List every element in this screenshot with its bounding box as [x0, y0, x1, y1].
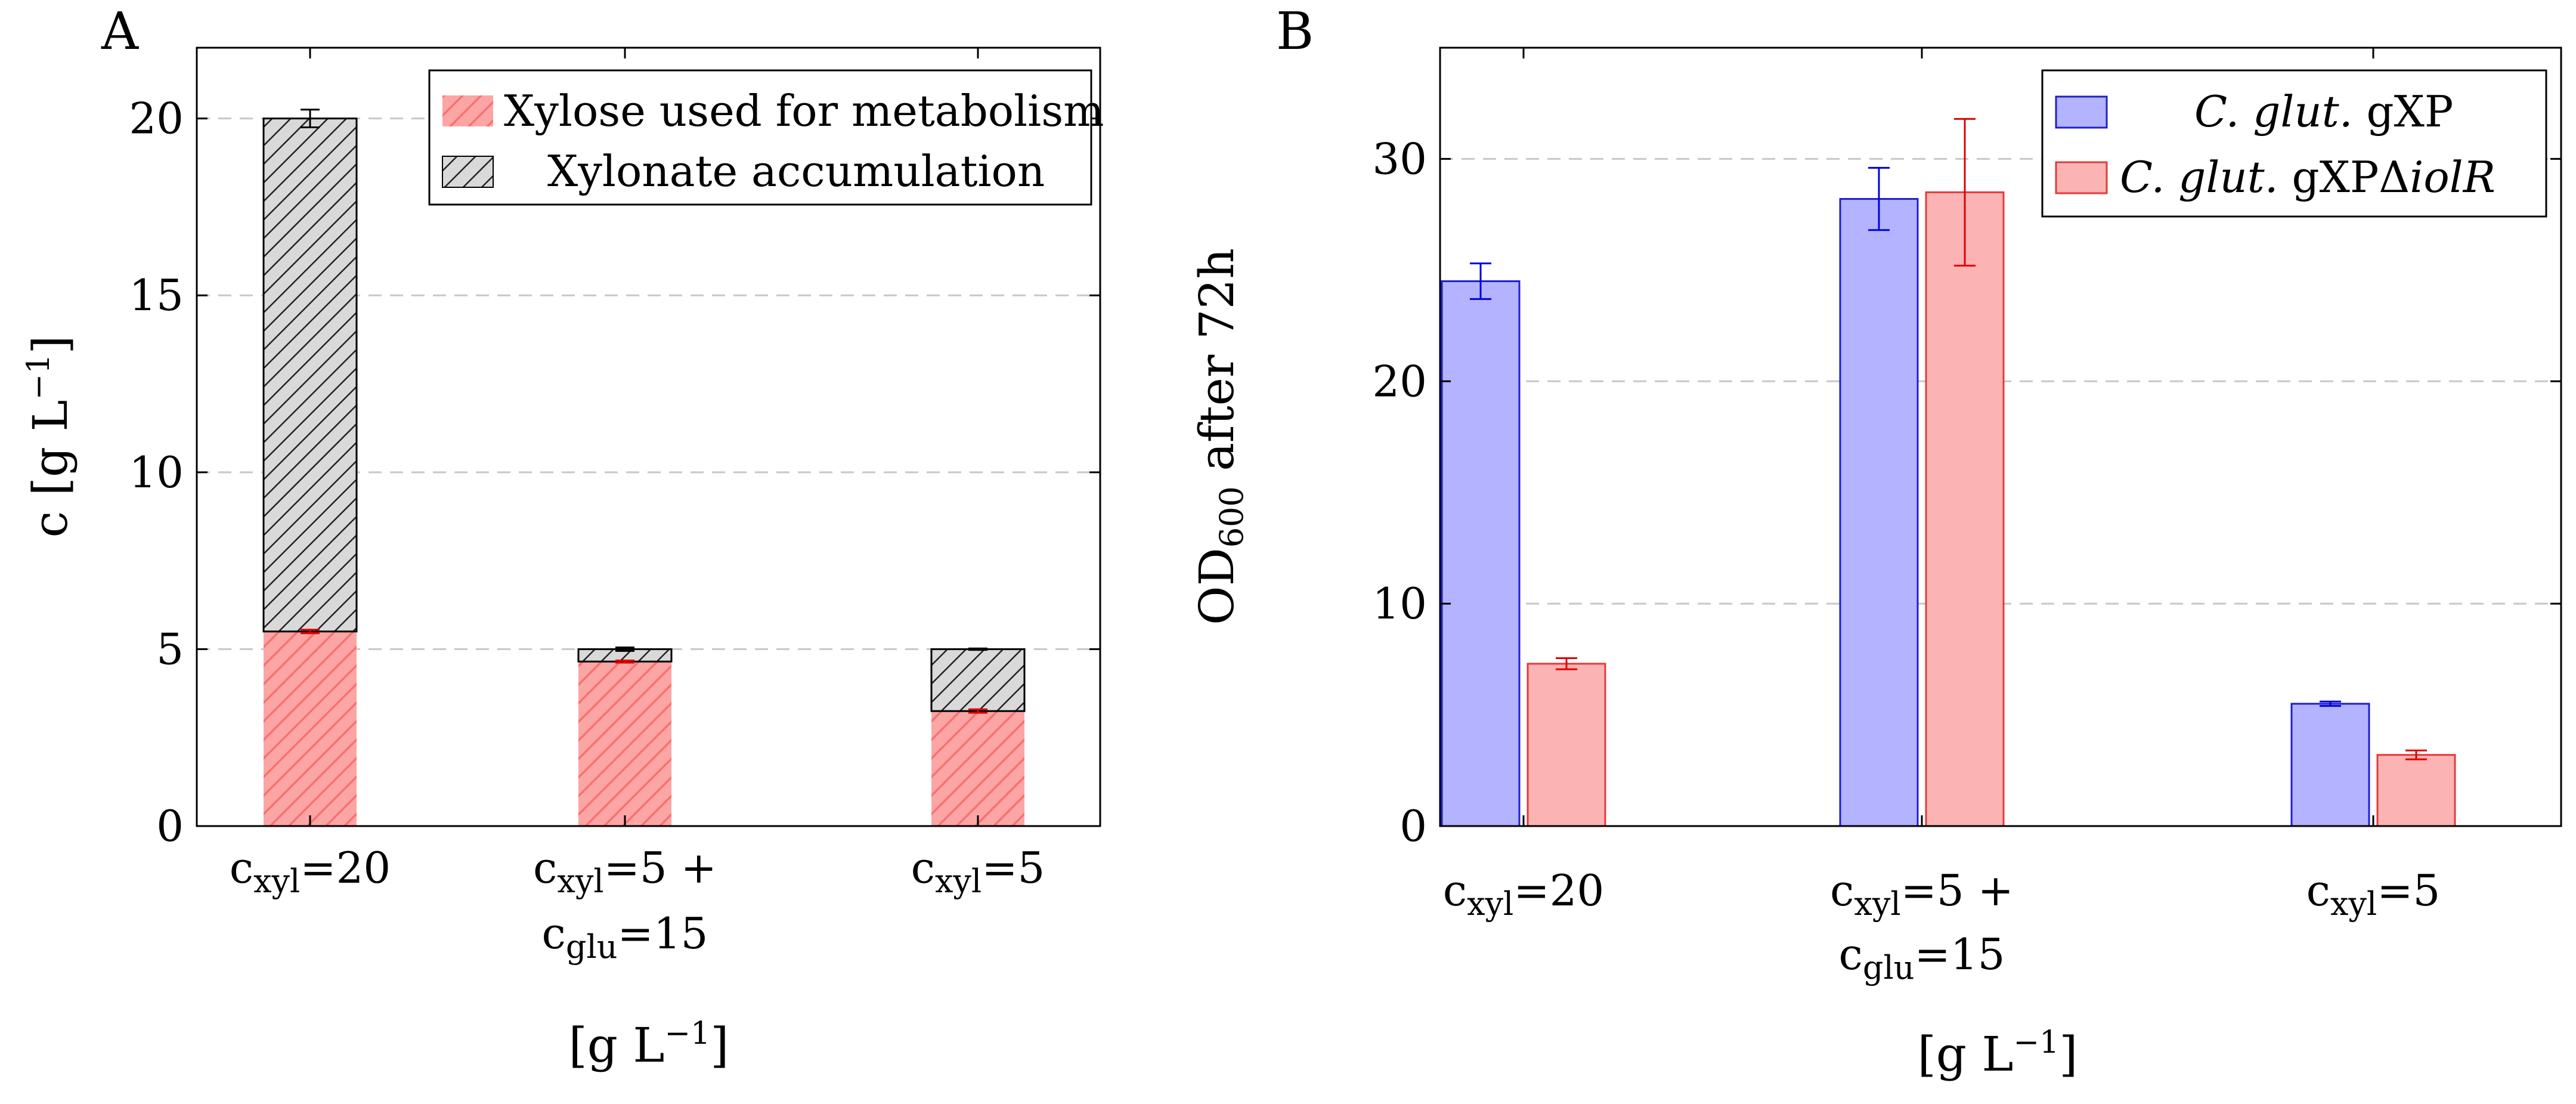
panel-a-ytick-label: 10: [129, 447, 184, 497]
panel-a-category-1-line2: cglu=15: [542, 908, 708, 966]
panel-a-ticks: 0 5 10 15 20: [129, 48, 1100, 851]
panel-a-x-axis-title: [g L−1]: [569, 1016, 729, 1073]
panel-b-ytick-label: 20: [1372, 356, 1427, 406]
panel-b-bars: [1441, 117, 2456, 827]
panel-b-category-2-rest: =5: [2377, 865, 2440, 916]
panel-a-legend-swatch-xylonate: [442, 156, 494, 188]
panel-b-letter: B: [1276, 2, 1314, 61]
panel-a-y-axis-title: c [g L−1]: [21, 335, 78, 537]
panel-a-category-1-main2: c: [542, 908, 566, 958]
panel-b-bar-gxp-iolr-0: [1527, 663, 1606, 827]
panel-b-xlabel-bracket: ]: [2059, 1026, 2077, 1082]
panel-a-bar-xylose-2: [931, 711, 1024, 826]
panel-a-category-1-line1: cxyl=5 +: [533, 843, 717, 900]
panel-b-legend-swatch-gxp-iolr: [2055, 161, 2108, 194]
panel-a-bars: [262, 109, 1026, 826]
panel-b-xlabel-text: [g L: [1918, 1026, 2014, 1082]
panel-b-category-1-sub2: glu: [1863, 949, 1915, 987]
panel-b-legend-part-0-0: C. glut.: [2194, 86, 2353, 137]
panel-b-legend-part-1-2: iolR: [2410, 152, 2496, 202]
panel-a-bar-xylonate-2: [930, 648, 1026, 712]
panel-a-frame: [196, 47, 1101, 827]
panel-a-category-1-main: c: [533, 843, 557, 893]
panel-a-category-0-sub: xyl: [253, 862, 300, 900]
panel-b-bar-gxp-0: [1441, 280, 1521, 827]
panel-b-ylabel-rest: after 72h: [1189, 248, 1244, 486]
panel-a-xlabel-text: [g L: [569, 1018, 665, 1073]
panel-a-ylabel-bracket: ]: [23, 335, 78, 354]
panel-b-ytick-label: 10: [1372, 579, 1427, 629]
panel-a-ytick-label: 5: [156, 624, 184, 674]
panel-b-x-axis-title: [g L−1]: [1918, 1025, 2078, 1082]
panel-a-ytick-label: 0: [156, 801, 184, 851]
panel-b-bar-gxp-1: [1839, 198, 1919, 827]
panel-a-legend: Xylose used for metabolism Xylonate accu…: [428, 69, 1104, 206]
panel-b-category-0-sub: xyl: [1467, 885, 1513, 923]
panel-b-legend-box: [2041, 69, 2547, 218]
panel-b-legend-part-0-1: gXP: [2353, 86, 2454, 137]
panel-a-category-2-line1: cxyl=5: [911, 843, 1045, 900]
panel-b-frame: [1439, 47, 2562, 827]
panel-a-category-1-sub2: glu: [566, 928, 618, 966]
panel-b-bar-gxp-iolr-1: [1925, 191, 2005, 827]
panel-b-category-1-rest: =5 +: [1901, 865, 2014, 916]
panel-a-category-2-main: c: [911, 843, 935, 893]
panel-b-ylabel-main: OD: [1189, 548, 1244, 625]
panel-b-bar-gxp-2: [2290, 703, 2370, 827]
panel-a-category-1-rest: =5 +: [604, 843, 717, 893]
panel-b-category-0-rest: =20: [1513, 865, 1604, 916]
panel-a-ylabel-text: c [g L: [23, 400, 78, 537]
panel-b-ytick-label: 30: [1372, 134, 1427, 184]
panel-b-ylabel-sub: 600: [1213, 486, 1250, 548]
panel-b-xlabel-superscript: −1: [2014, 1025, 2060, 1060]
panel-b-bar-gxp-iolr-2: [2376, 754, 2456, 827]
panel-b-category-1-line2: cglu=15: [1839, 929, 2005, 987]
panel-a-legend-label-xylose: Xylose used for metabolism: [504, 86, 1104, 136]
panel-b-category-2-sub: xyl: [2330, 885, 2377, 923]
panel-b-legend-part-1-0: C. glut.: [2120, 152, 2278, 202]
panel-b-legend-swatch-gxp: [2055, 95, 2108, 129]
panel-b-legend: C. glut. gXP C. glut. gXPΔiolR: [2041, 69, 2547, 218]
panel-b-category-1-sub: xyl: [1854, 885, 1900, 923]
panel-b-ticks: 0 10 20 30: [1372, 48, 2561, 851]
panel-a-ytick-label: 15: [129, 270, 184, 320]
panel-b-category-2-line1: cxyl=5: [2306, 865, 2441, 923]
panel-a-xlabel-bracket: ]: [710, 1018, 729, 1073]
panel-b-ytick-label: 0: [1400, 801, 1427, 851]
panel-a-category-1-sub: xyl: [557, 862, 603, 900]
panel-a-bar-xylose-0: [264, 631, 357, 826]
panel-a-category-2-rest: =5: [982, 843, 1045, 893]
panel-a-ytick-label: 20: [129, 94, 184, 144]
panel-b-legend-label-gxp-iolr: C. glut. gXPΔiolR: [2120, 152, 2496, 202]
panel-a-legend-label-xylonate: Xylonate accumulation: [547, 146, 1045, 196]
panel-b-category-2-main: c: [2306, 865, 2330, 916]
panel-a-category-2-sub: xyl: [935, 862, 982, 900]
panel-b-category-1-main2: c: [1839, 929, 1863, 979]
panel-b-legend-part-1-1: gXPΔ: [2278, 152, 2410, 202]
panel-b-category-1-rest2: =15: [1915, 929, 2005, 979]
panel-a-xlabel-superscript: −1: [665, 1016, 711, 1052]
panel-a-bar-xylose-1: [578, 661, 671, 826]
panel-a-letter: A: [101, 2, 139, 61]
panel-a-bar-xylonate-0: [262, 117, 358, 633]
panel-b-category-1-main: c: [1830, 865, 1854, 916]
panel-a-ylabel-superscript: −1: [21, 354, 57, 400]
panel-b-category-1-line1: cxyl=5 +: [1830, 865, 2014, 923]
panel-a-legend-box: [428, 69, 1092, 206]
panel-a-category-0-line1: cxyl=20: [230, 843, 391, 900]
panel-a-legend-swatch-xylose: [442, 95, 493, 126]
panel-b-category-0-line1: cxyl=20: [1443, 865, 1605, 923]
panel-a-category-1-rest2: =15: [618, 908, 708, 958]
panel-b-legend-label-gxp: C. glut. gXP: [2194, 86, 2453, 137]
panel-b-y-axis-title: OD600 after 72h: [1189, 248, 1250, 625]
panel-b-category-0-main: c: [1443, 865, 1467, 916]
panel-a-category-0-rest: =20: [300, 843, 391, 893]
panel-a-category-0-main: c: [230, 843, 253, 893]
